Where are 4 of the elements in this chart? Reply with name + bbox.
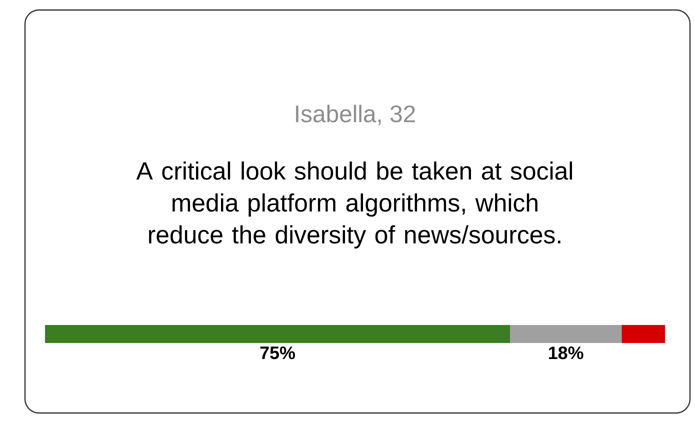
chart-title: Isabella, 32 xyxy=(296,104,415,126)
data-label: 75% xyxy=(260,346,295,360)
chart-subtitle: A critical look should be taken at social media platform algorithms, which reduce the diversity of news/sources. xyxy=(136,162,572,248)
data-label: 18% xyxy=(548,346,584,360)
